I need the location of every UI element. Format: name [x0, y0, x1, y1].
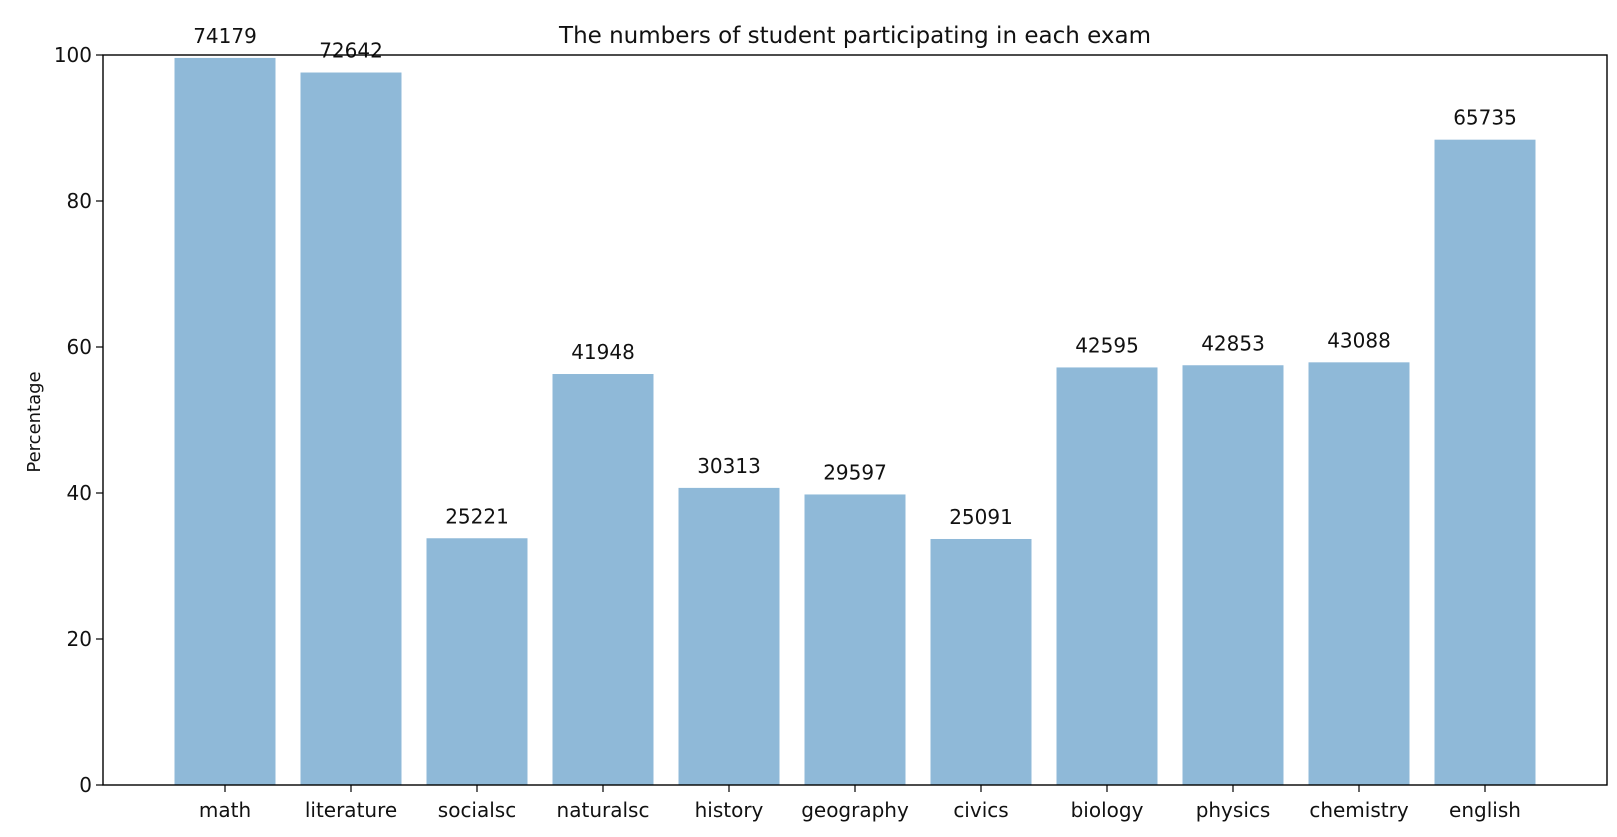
y-axis-label: Percentage: [24, 371, 45, 472]
bar-math: [174, 57, 276, 786]
data-label-socialsc: 25221: [445, 504, 509, 528]
data-label-geography: 29597: [823, 460, 887, 484]
bars-group: [174, 57, 1536, 786]
data-label-biology: 42595: [1075, 333, 1139, 357]
x-tick-label-biology: biology: [1071, 798, 1144, 822]
data-label-history: 30313: [697, 454, 761, 478]
x-tick-label-socialsc: socialsc: [438, 798, 516, 822]
data-label-english: 65735: [1453, 106, 1517, 130]
bar-english: [1434, 139, 1536, 785]
chart-title: The numbers of student participating in …: [558, 23, 1151, 49]
x-tick-label-naturalsc: naturalsc: [557, 798, 650, 822]
x-tick-label-civics: civics: [953, 798, 1008, 822]
data-label-civics: 25091: [949, 505, 1013, 529]
y-tick-label-40: 40: [67, 481, 92, 505]
x-tick-label-history: history: [695, 798, 764, 822]
x-tick-label-physics: physics: [1196, 798, 1271, 822]
bar-literature: [300, 72, 402, 785]
x-tick-label-math: math: [199, 798, 251, 822]
data-label-physics: 42853: [1201, 331, 1265, 355]
plot-frame: [102, 54, 1608, 786]
bar-naturalsc: [552, 374, 654, 785]
x-tick-label-geography: geography: [801, 798, 909, 822]
y-tick-label-100: 100: [54, 43, 92, 67]
data-label-naturalsc: 41948: [571, 340, 635, 364]
y-tick-label-20: 20: [67, 627, 92, 651]
x-tick-label-literature: literature: [305, 798, 397, 822]
y-tick-label-60: 60: [67, 335, 92, 359]
bar-civics: [930, 538, 1032, 785]
bar-geography: [804, 494, 906, 785]
data-labels-group: 74179 72642 25221 41948 30313 29597 25091 42595…: [193, 24, 1517, 529]
bar-history: [678, 487, 780, 785]
x-axis: math literature socialsc naturalsc history ge…: [199, 785, 1521, 822]
y-axis: 0 20 40 60 80 100: [54, 43, 103, 797]
y-tick-label-80: 80: [67, 189, 92, 213]
bar-physics: [1182, 365, 1284, 785]
data-label-literature: 72642: [319, 39, 383, 63]
y-tick-label-0: 0: [79, 773, 92, 797]
bar-biology: [1056, 367, 1158, 785]
bar-socialsc: [426, 538, 528, 785]
bar-chemistry: [1308, 362, 1410, 785]
data-label-chemistry: 43088: [1327, 328, 1391, 352]
data-label-math: 74179: [193, 24, 257, 48]
x-tick-label-chemistry: chemistry: [1309, 798, 1409, 822]
x-tick-label-english: english: [1449, 798, 1521, 822]
